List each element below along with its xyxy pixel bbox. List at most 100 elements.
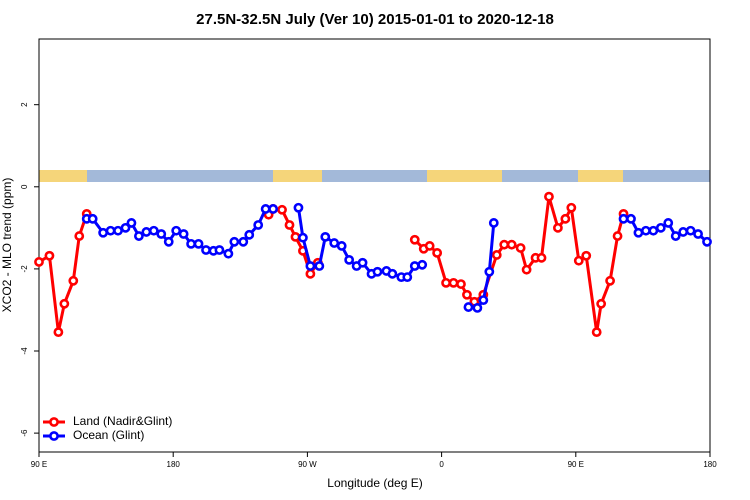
data-point bbox=[178, 229, 189, 239]
data-point bbox=[640, 225, 651, 236]
data-point bbox=[277, 204, 287, 215]
x-tick-label: 90 W bbox=[298, 460, 317, 469]
data-point bbox=[702, 236, 712, 247]
data-point bbox=[441, 277, 451, 288]
data-point bbox=[134, 231, 144, 241]
land-ocean-strip bbox=[39, 170, 710, 182]
data-point bbox=[484, 266, 495, 277]
data-point bbox=[290, 231, 301, 242]
data-point bbox=[34, 257, 44, 267]
data-point bbox=[163, 236, 174, 247]
data-point bbox=[566, 202, 577, 213]
data-point bbox=[74, 231, 85, 241]
data-point bbox=[506, 239, 517, 250]
data-point bbox=[648, 225, 659, 236]
data-point bbox=[685, 225, 696, 236]
data-point bbox=[298, 232, 308, 243]
data-point bbox=[678, 227, 689, 237]
series-line bbox=[38, 195, 625, 334]
data-point bbox=[472, 303, 483, 313]
data-point bbox=[499, 239, 510, 250]
data-point bbox=[260, 204, 271, 214]
data-point bbox=[491, 250, 502, 260]
data-point bbox=[560, 213, 571, 224]
data-point bbox=[120, 222, 131, 233]
data-point bbox=[463, 302, 474, 312]
data-point bbox=[488, 218, 499, 228]
x-tick-label: 180 bbox=[167, 460, 181, 469]
data-point bbox=[141, 227, 152, 237]
data-point bbox=[214, 245, 225, 255]
data-point bbox=[462, 289, 472, 300]
data-point bbox=[372, 266, 383, 277]
chart-title: 27.5N-32.5N July (Ver 10) 2015-01-01 to … bbox=[196, 11, 554, 28]
data-point bbox=[626, 213, 636, 224]
data-point bbox=[591, 327, 602, 338]
data-point bbox=[305, 261, 316, 271]
data-point bbox=[573, 255, 584, 266]
land-band bbox=[427, 170, 502, 182]
legend-marker bbox=[49, 417, 59, 427]
data-point bbox=[171, 225, 182, 236]
data-point bbox=[113, 225, 123, 236]
x-tick-label: 90 E bbox=[31, 460, 47, 469]
data-point bbox=[293, 202, 304, 213]
data-point bbox=[402, 272, 413, 283]
data-point bbox=[432, 247, 443, 258]
data-point bbox=[44, 250, 55, 261]
data-point bbox=[68, 275, 79, 286]
data-point bbox=[409, 261, 420, 271]
data-point bbox=[544, 191, 554, 202]
land-band bbox=[39, 170, 87, 182]
data-point bbox=[314, 261, 325, 271]
data-point bbox=[536, 252, 547, 263]
data-point bbox=[148, 225, 159, 236]
land-band bbox=[273, 170, 322, 182]
data-point bbox=[186, 238, 196, 249]
data-point bbox=[612, 231, 623, 241]
data-point bbox=[357, 257, 368, 268]
data-point bbox=[417, 259, 428, 270]
data-point bbox=[223, 248, 234, 259]
data-point bbox=[229, 236, 240, 247]
y-tick-label: 2 bbox=[20, 102, 29, 107]
data-point bbox=[655, 222, 666, 233]
data-point bbox=[329, 238, 340, 248]
data-point bbox=[478, 295, 489, 306]
data-point bbox=[320, 231, 331, 242]
legend-label: Land (Nadir&Glint) bbox=[73, 414, 172, 428]
data-point bbox=[693, 229, 703, 239]
data-point bbox=[305, 268, 316, 279]
data-point bbox=[409, 234, 420, 245]
data-point bbox=[201, 245, 211, 255]
data-point bbox=[633, 227, 644, 238]
data-point bbox=[284, 220, 295, 230]
data-point bbox=[87, 213, 98, 224]
y-tick-label: -4 bbox=[20, 347, 29, 355]
x-tick-label: 180 bbox=[703, 460, 717, 469]
data-point bbox=[105, 225, 116, 236]
y-tick-label: -2 bbox=[20, 265, 29, 273]
legend-label: Ocean (Glint) bbox=[73, 428, 144, 442]
data-point bbox=[238, 236, 249, 247]
data-point bbox=[244, 229, 255, 240]
data-point bbox=[553, 222, 563, 233]
data-point bbox=[618, 213, 629, 224]
plot-frame bbox=[38, 38, 711, 453]
y-tick-label: -6 bbox=[20, 429, 29, 437]
data-point bbox=[387, 268, 398, 279]
ocean-band bbox=[39, 170, 710, 182]
data-point bbox=[59, 298, 70, 309]
data-point bbox=[193, 238, 204, 249]
data-point bbox=[448, 277, 459, 288]
land-band bbox=[578, 170, 623, 182]
data-point bbox=[156, 229, 167, 239]
data-point bbox=[53, 327, 64, 338]
data-point bbox=[456, 279, 466, 289]
x-tick-label: 90 E bbox=[568, 460, 584, 469]
data-point bbox=[605, 275, 615, 286]
data-point bbox=[126, 218, 137, 228]
data-point bbox=[253, 220, 264, 230]
data-point bbox=[336, 241, 347, 251]
